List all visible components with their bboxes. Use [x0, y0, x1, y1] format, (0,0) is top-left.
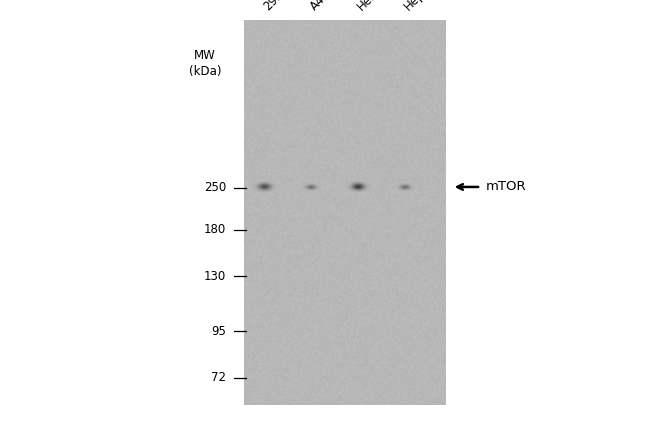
Text: 130: 130: [204, 270, 226, 283]
Text: 180: 180: [204, 224, 226, 236]
Text: mTOR: mTOR: [486, 181, 527, 193]
Text: MW
(kDa): MW (kDa): [188, 49, 221, 78]
Text: 95: 95: [211, 325, 226, 338]
Text: HeLa: HeLa: [355, 0, 385, 13]
Text: HepG2: HepG2: [402, 0, 439, 13]
Text: 293T: 293T: [261, 0, 291, 13]
Text: A431: A431: [308, 0, 339, 13]
Text: 72: 72: [211, 371, 226, 384]
Text: 250: 250: [204, 181, 226, 194]
